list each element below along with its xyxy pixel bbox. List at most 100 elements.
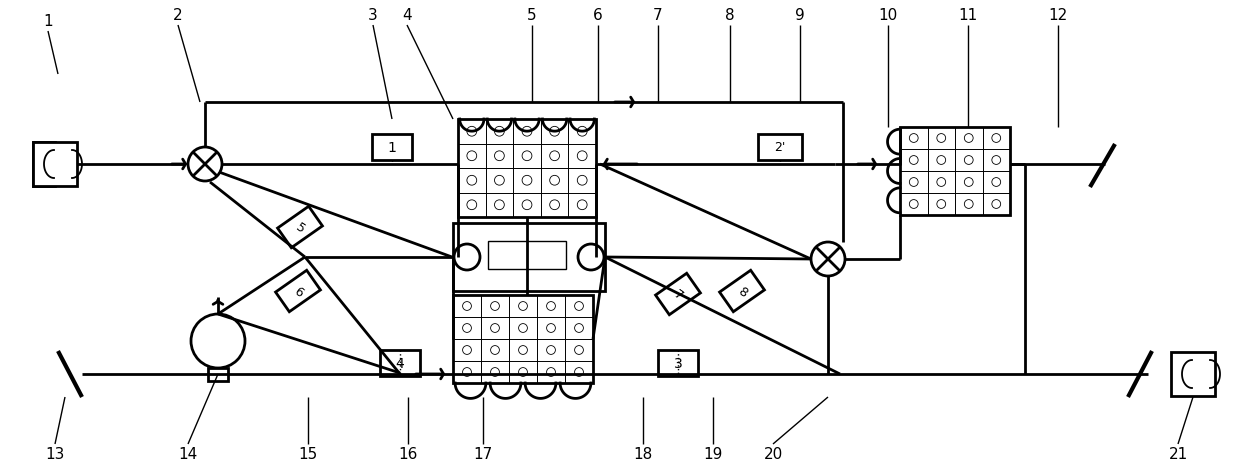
Circle shape xyxy=(992,156,1001,165)
Text: 4: 4 xyxy=(402,9,412,23)
Circle shape xyxy=(574,346,583,355)
Bar xyxy=(379,350,420,376)
Bar xyxy=(458,120,596,218)
Bar xyxy=(275,271,320,312)
Circle shape xyxy=(463,302,471,311)
Circle shape xyxy=(574,324,583,333)
Circle shape xyxy=(547,368,556,377)
Circle shape xyxy=(547,346,556,355)
Circle shape xyxy=(522,151,532,161)
Bar xyxy=(278,207,322,248)
Bar xyxy=(1171,352,1215,396)
Circle shape xyxy=(463,346,471,355)
Text: 2: 2 xyxy=(174,9,182,23)
Circle shape xyxy=(522,200,532,210)
Circle shape xyxy=(467,200,476,210)
Bar xyxy=(719,271,764,312)
Circle shape xyxy=(547,302,556,311)
Circle shape xyxy=(491,302,500,311)
Circle shape xyxy=(574,302,583,311)
Circle shape xyxy=(495,151,505,161)
Text: 13: 13 xyxy=(46,446,64,462)
Circle shape xyxy=(491,368,500,377)
Text: 15: 15 xyxy=(299,446,317,462)
Text: 9: 9 xyxy=(795,9,805,23)
Circle shape xyxy=(549,200,559,210)
Circle shape xyxy=(549,127,559,137)
Bar xyxy=(656,274,701,315)
Bar xyxy=(900,128,1011,216)
Circle shape xyxy=(495,200,505,210)
Text: 6: 6 xyxy=(593,9,603,23)
Circle shape xyxy=(522,176,532,186)
Circle shape xyxy=(578,245,604,270)
Text: 3: 3 xyxy=(673,356,682,370)
Circle shape xyxy=(467,127,476,137)
Bar xyxy=(453,296,593,383)
Text: 10: 10 xyxy=(878,9,898,23)
Circle shape xyxy=(992,200,1001,209)
Text: 8: 8 xyxy=(725,9,735,23)
Circle shape xyxy=(491,346,500,355)
Circle shape xyxy=(937,200,946,209)
Text: 5: 5 xyxy=(527,9,537,23)
Text: 7: 7 xyxy=(671,287,684,302)
Circle shape xyxy=(549,151,559,161)
Circle shape xyxy=(518,368,527,377)
Circle shape xyxy=(495,127,505,137)
Text: 18: 18 xyxy=(634,446,652,462)
Circle shape xyxy=(191,314,246,368)
Circle shape xyxy=(574,368,583,377)
Circle shape xyxy=(909,178,918,187)
Circle shape xyxy=(578,176,587,186)
Text: 17: 17 xyxy=(474,446,492,462)
Circle shape xyxy=(467,151,476,161)
Circle shape xyxy=(992,134,1001,143)
Circle shape xyxy=(522,127,532,137)
Bar xyxy=(758,135,802,161)
Circle shape xyxy=(937,134,946,143)
Circle shape xyxy=(463,324,471,333)
Text: 21: 21 xyxy=(1168,446,1188,462)
Bar xyxy=(372,135,412,161)
Circle shape xyxy=(937,178,946,187)
Text: 6: 6 xyxy=(291,284,305,299)
Text: 4: 4 xyxy=(396,356,404,370)
Circle shape xyxy=(549,176,559,186)
Text: 1: 1 xyxy=(43,14,53,30)
Circle shape xyxy=(965,200,973,209)
Text: 19: 19 xyxy=(703,446,723,462)
Bar xyxy=(489,241,565,269)
Bar xyxy=(658,350,698,376)
Circle shape xyxy=(909,200,918,209)
Bar xyxy=(33,143,55,187)
Text: 2': 2' xyxy=(774,141,786,154)
Circle shape xyxy=(463,368,471,377)
Circle shape xyxy=(454,245,480,270)
Bar xyxy=(453,224,605,291)
Bar xyxy=(33,143,77,187)
Circle shape xyxy=(547,324,556,333)
Text: 20: 20 xyxy=(764,446,782,462)
Circle shape xyxy=(992,178,1001,187)
Text: 7: 7 xyxy=(653,9,663,23)
Text: 14: 14 xyxy=(179,446,197,462)
Circle shape xyxy=(518,324,527,333)
Circle shape xyxy=(578,127,587,137)
Circle shape xyxy=(467,176,476,186)
Circle shape xyxy=(578,200,587,210)
Circle shape xyxy=(937,156,946,165)
Circle shape xyxy=(495,176,505,186)
Circle shape xyxy=(518,302,527,311)
Text: 16: 16 xyxy=(398,446,418,462)
Circle shape xyxy=(965,178,973,187)
Text: 12: 12 xyxy=(1048,9,1068,23)
Text: 1: 1 xyxy=(388,141,397,155)
Circle shape xyxy=(578,151,587,161)
Circle shape xyxy=(491,324,500,333)
Text: 3: 3 xyxy=(368,9,378,23)
Circle shape xyxy=(518,346,527,355)
Circle shape xyxy=(909,156,918,165)
Circle shape xyxy=(965,156,973,165)
Bar xyxy=(208,368,228,381)
